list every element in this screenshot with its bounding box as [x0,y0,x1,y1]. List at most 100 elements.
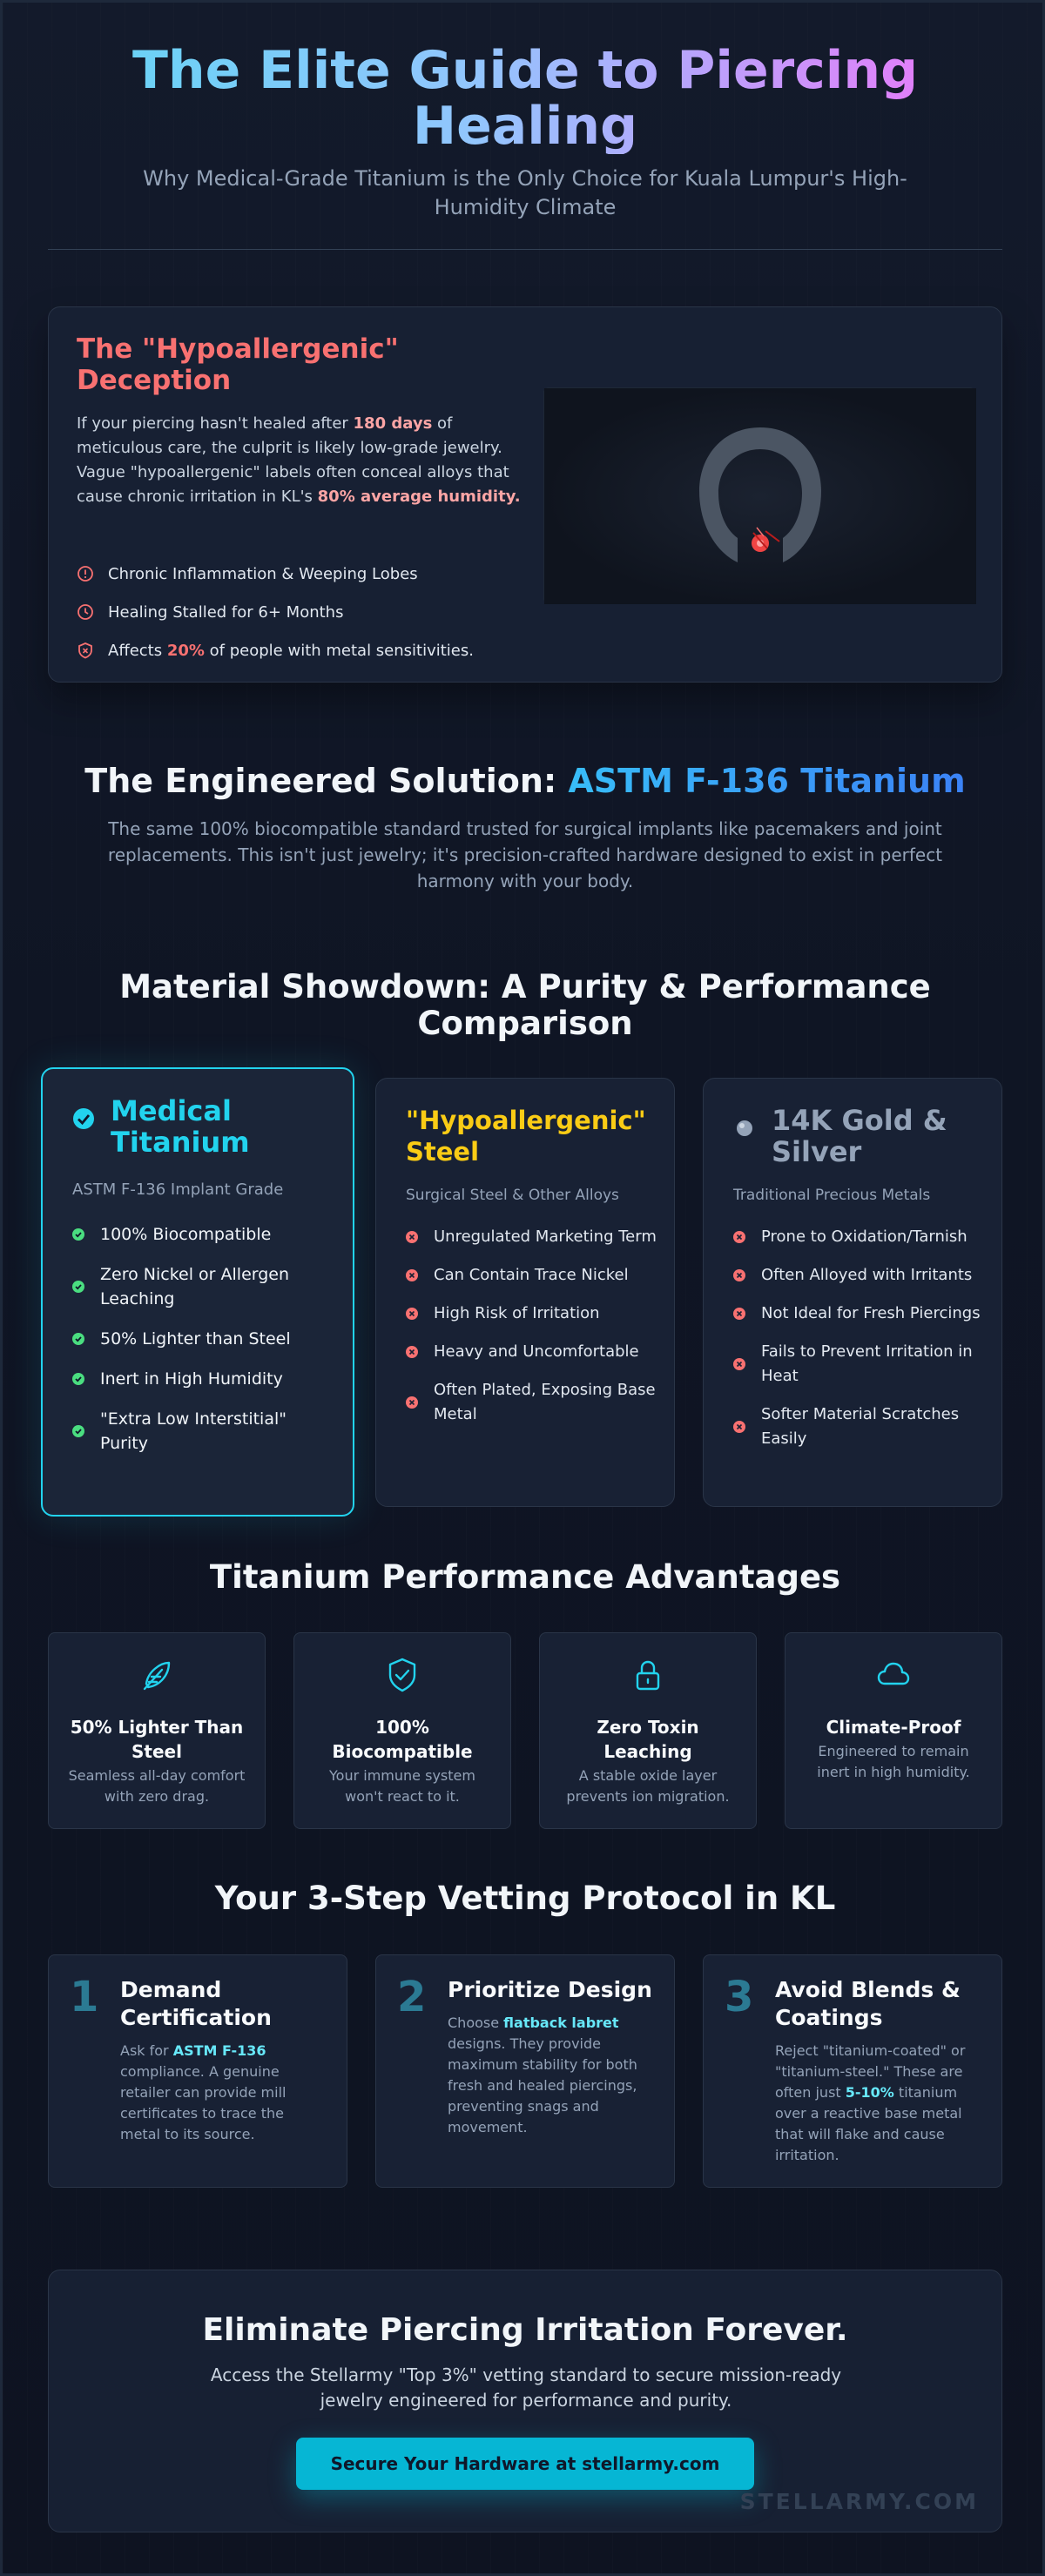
step-title: Avoid Blends & Coatings [775,1977,961,2030]
check-circle-icon [72,1107,95,1130]
list-item-label: 100% Biocompatible [100,1225,272,1244]
brand-watermark: STELLARMY.COM [739,2489,979,2514]
lock-icon [540,1654,756,1696]
material-name: 14K Gold & Silver [772,1104,947,1168]
step-number: 3 [725,1973,754,2021]
list-item-text: Affects [108,641,167,660]
list-item-label: Affects 20% of people with metal sensiti… [108,642,474,660]
list-item: Healing Stalled for 6+ Months [77,593,529,631]
check-icon [72,1333,84,1345]
x-icon [406,1308,418,1320]
step-body: Choose flatback labret designs. They pro… [448,2013,648,2138]
list-item: Often Plated, Exposing Base Metal [406,1378,658,1427]
list-item-label: High Risk of Irritation [434,1304,600,1322]
step-body-text: Choose [448,2014,504,2031]
step-body-text: titanium over a reactive base metal that… [775,2084,962,2163]
deception-body-text: If your piercing hasn't healed after [77,414,354,433]
material-list: 100% Biocompatible Zero Nickel or Allerg… [72,1222,325,1456]
advantage-title: Climate-Proof [826,1717,961,1738]
list-item: Affects 20% of people with metal sensiti… [77,631,529,669]
check-icon [72,1228,84,1241]
alert-circle-icon [77,565,94,582]
advantage-card: 100% Biocompatible Your immune system wo… [293,1632,511,1829]
list-item-label: Prone to Oxidation/Tarnish [761,1227,967,1246]
list-item-label: Often Alloyed with Irritants [761,1266,973,1284]
step-title: Demand Certification [120,1977,272,2030]
advantage-desc: Engineered to remain inert in high humid… [817,1743,970,1780]
solution-body: The same 100% biocompatible standard tru… [107,818,943,891]
list-item: Zero Nickel or Allergen Leaching [72,1262,325,1311]
showdown-title: Material Showdown: A Purity & Performanc… [119,968,931,1042]
material-subtitle: ASTM F-136 Implant Grade [72,1180,284,1199]
material-card-gold: 14K Gold & Silver Traditional Precious M… [703,1078,1002,1507]
x-icon [406,1269,418,1281]
list-item: "Extra Low Interstitial" Purity [72,1407,325,1456]
list-item: Inert in High Humidity [72,1367,325,1391]
list-item: Prone to Oxidation/Tarnish [733,1225,986,1249]
list-item: 100% Biocompatible [72,1222,325,1247]
cloud-icon [785,1654,1001,1696]
list-item: Heavy and Uncomfortable [406,1340,658,1364]
list-item: Can Contain Trace Nickel [406,1263,658,1288]
advantage-title: Zero Toxin Leaching [597,1717,699,1762]
secure-hardware-button[interactable]: Secure Your Hardware at stellarmy.com [296,2438,754,2490]
cta-title: Eliminate Piercing Irritation Forever. [202,2312,848,2348]
step-highlight: ASTM F-136 [172,2042,266,2059]
advantage-title: 50% Lighter Than Steel [70,1717,244,1762]
material-card-titanium: Medical Titanium ASTM F-136 Implant Grad… [41,1067,354,1517]
material-header: 14K Gold & Silver [733,1105,963,1167]
circle-icon [733,1117,756,1140]
step-body: Ask for ASTM F-136 compliance. A genuine… [120,2041,320,2145]
clock-icon [77,603,94,621]
list-item-label: Inert in High Humidity [100,1369,283,1389]
advantage-title: 100% Biocompatible [332,1717,473,1762]
list-item-label: Not Ideal for Fresh Piercings [761,1304,981,1322]
step-highlight: flatback labret [503,2014,619,2031]
list-item-label: Unregulated Marketing Term [434,1227,657,1246]
x-icon [733,1421,745,1433]
step-highlight: 5-10% [845,2084,894,2101]
material-name: "Hypoallergenic" Steel [406,1106,646,1167]
deception-card: The "Hypoallergenic" Deception If your p… [48,306,1002,683]
solution-title-text: The Engineered Solution: [84,762,569,800]
deception-title: The "Hypoallergenic" Deception [77,333,399,396]
feather-icon [49,1654,265,1696]
x-icon [733,1308,745,1320]
advantage-desc: Seamless all-day comfort with zero drag. [68,1767,246,1805]
list-item: Fails to Prevent Irritation in Heat [733,1340,986,1389]
deception-list: Chronic Inflammation & Weeping Lobes Hea… [77,555,529,669]
advantages-title: Titanium Performance Advantages [209,1558,841,1596]
advantage-desc: Your immune system won't react to it. [329,1767,475,1805]
shield-check-icon [294,1654,510,1696]
advantage-card: Climate-Proof Engineered to remain inert… [785,1632,1002,1829]
x-icon [406,1346,418,1358]
list-item: Often Alloyed with Irritants [733,1263,986,1288]
list-item: High Risk of Irritation [406,1301,658,1326]
list-item-label: Can Contain Trace Nickel [434,1266,629,1284]
list-item-label: Softer Material Scratches Easily [761,1405,960,1448]
list-item: Not Ideal for Fresh Piercings [733,1301,986,1326]
step-body-text: designs. They provide maximum stability … [448,2035,637,2135]
advantage-card: Zero Toxin Leaching A stable oxide layer… [539,1632,757,1829]
list-item-label: Zero Nickel or Allergen Leaching [100,1265,290,1308]
cta-card: Eliminate Piercing Irritation Forever. A… [48,2270,1002,2532]
solution-title-highlight: ASTM F-136 Titanium [568,762,966,800]
x-icon [733,1358,745,1370]
list-item-label: 50% Lighter than Steel [100,1329,291,1349]
material-list: Unregulated Marketing Term Can Contain T… [406,1225,658,1427]
shield-alert-icon [77,642,94,659]
list-item-text: of people with metal sensitivities. [204,641,474,660]
list-item-label: Fails to Prevent Irritation in Heat [761,1342,973,1385]
x-icon [406,1396,418,1409]
x-icon [406,1231,418,1243]
x-icon [733,1269,745,1281]
deception-highlight-days: 180 days [353,414,433,433]
list-item: 50% Lighter than Steel [72,1327,325,1351]
check-icon [72,1425,84,1437]
material-card-steel: "Hypoallergenic" Steel Surgical Steel & … [375,1078,675,1507]
list-item: Unregulated Marketing Term [406,1225,658,1249]
check-icon [72,1281,84,1293]
x-icon [733,1231,745,1243]
list-item-label: "Extra Low Interstitial" Purity [100,1409,287,1453]
